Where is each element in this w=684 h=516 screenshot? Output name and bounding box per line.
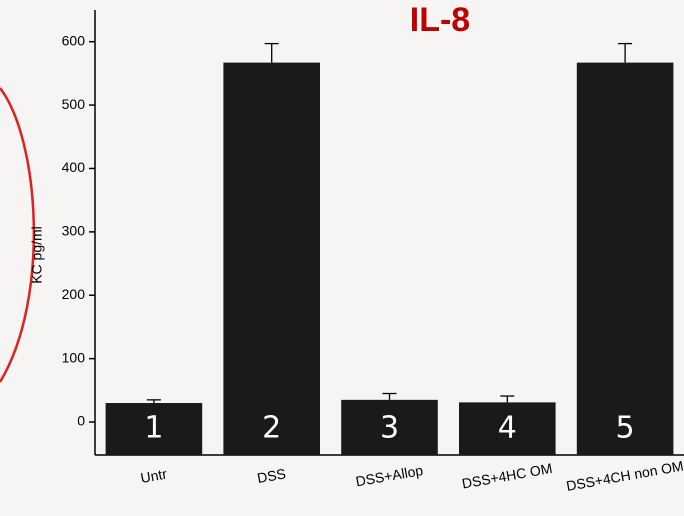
bar xyxy=(341,399,438,455)
y-tick-label: 100 xyxy=(62,349,86,365)
bar xyxy=(459,402,556,455)
x-tick-label: DSS+4CH non OM xyxy=(565,458,684,494)
chart-title: IL-8 xyxy=(410,1,470,39)
y-tick-label: 400 xyxy=(62,159,86,175)
y-tick-label: 600 xyxy=(62,32,86,48)
bar-number: 2 xyxy=(262,411,281,446)
x-tick-label: Untr xyxy=(139,465,168,485)
bar-number: 4 xyxy=(498,411,517,446)
y-tick-label: 0 xyxy=(77,413,85,429)
red-circle xyxy=(0,87,35,383)
y-axis-label: KC pg/ml xyxy=(29,226,45,284)
x-tick-label: DSS xyxy=(256,465,287,486)
x-tick-label: DSS+Allop xyxy=(354,462,424,490)
bar-number: 5 xyxy=(616,411,635,446)
x-tick-label: DSS+4HC OM xyxy=(461,460,554,492)
y-tick-label: 200 xyxy=(62,286,86,302)
y-tick-label: 500 xyxy=(62,96,86,112)
bar xyxy=(105,403,203,455)
y-tick-label: 300 xyxy=(62,223,86,239)
bar xyxy=(576,62,674,456)
bar xyxy=(223,62,320,456)
bar-number: 1 xyxy=(144,411,163,446)
bar-number: 3 xyxy=(380,411,399,446)
